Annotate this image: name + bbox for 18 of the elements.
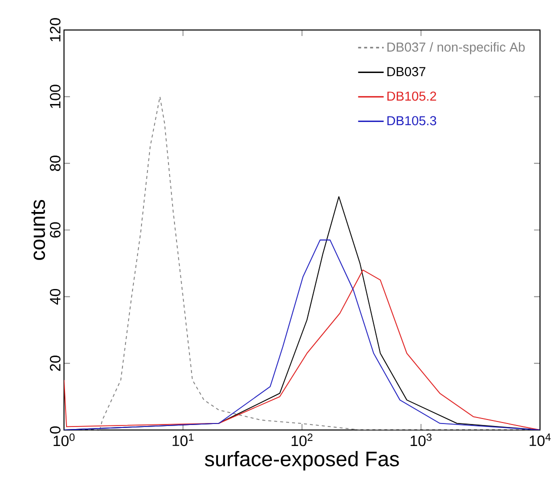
x-tick-label: 10$^{3}$ xyxy=(410,434,432,446)
y-tick-label: 40 xyxy=(50,288,60,305)
x-tick-label: 10$^{1}$ xyxy=(172,434,194,446)
y-tick-label: 120 xyxy=(50,18,60,42)
x-tick-label: 10$^{4}$ xyxy=(530,434,551,446)
y-axis-title: counts xyxy=(31,200,46,260)
legend-label: DB105.2 xyxy=(387,92,436,101)
legend-label: DB037 / non-specific Ab xyxy=(387,42,525,54)
x-axis-title: surface-exposed Fas xyxy=(204,451,399,471)
y-tick-label: 0 xyxy=(50,426,60,434)
legend-label: DB037 xyxy=(387,67,426,76)
x-tick-label: 10$^{0}$ xyxy=(54,434,75,446)
legend-label: DB105.3 xyxy=(387,116,436,126)
x-tick-label: 10$^{2}$ xyxy=(292,434,312,446)
y-tick-label: 100 xyxy=(50,84,60,108)
y-tick-label: 60 xyxy=(50,222,60,238)
y-tick-label: 20 xyxy=(50,356,60,371)
y-tick-label: 80 xyxy=(50,156,60,171)
